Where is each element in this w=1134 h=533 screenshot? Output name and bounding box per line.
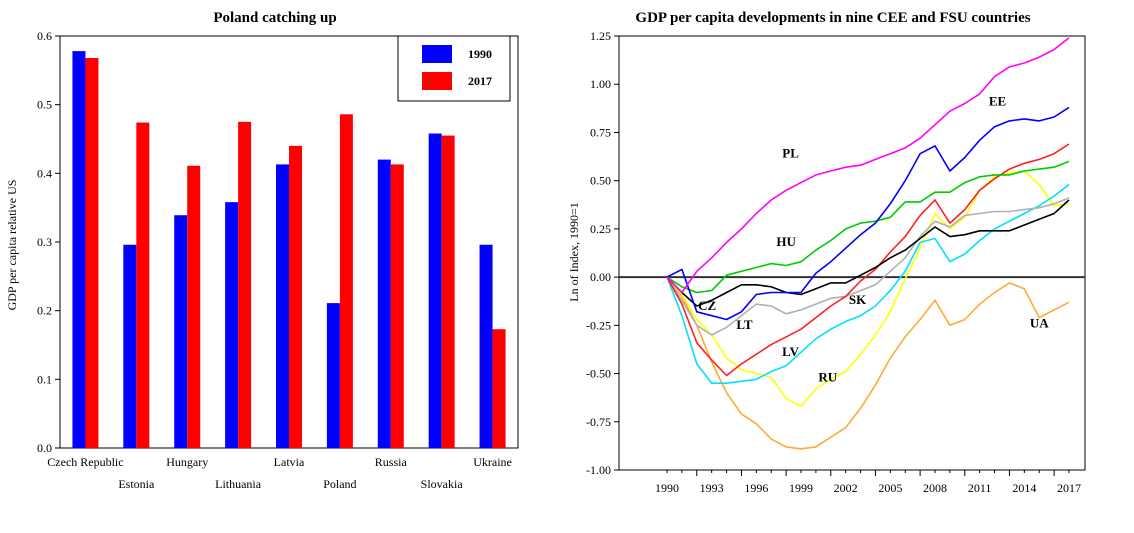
bar-1990-latvia bbox=[276, 164, 289, 448]
bar-2017-lithuania bbox=[238, 121, 252, 448]
line-chart-title: GDP per capita developments in nine CEE … bbox=[635, 10, 1030, 26]
series-line-ee bbox=[666, 106, 1070, 321]
bar-2017-russia bbox=[390, 164, 404, 448]
bar-chart-bars bbox=[72, 51, 506, 449]
bar-1990-poland bbox=[326, 303, 340, 448]
line-chart-x-tick-label: 2008 bbox=[923, 481, 947, 495]
legend-swatch-1990 bbox=[422, 45, 452, 63]
bar-chart-y-tick-label: 0.0 bbox=[37, 441, 52, 455]
line-chart-y-tick-label: -0.50 bbox=[586, 367, 611, 381]
bar-1990-ukraine bbox=[479, 244, 493, 448]
bar-chart-y-tick-label: 0.3 bbox=[37, 235, 52, 249]
bar-2017-latvia bbox=[289, 145, 302, 448]
series-line-sk bbox=[666, 197, 1070, 336]
bar-chart-y-tick-label: 0.6 bbox=[37, 29, 52, 43]
bar-2017-slovakia bbox=[441, 135, 455, 449]
bar-chart-y-axis-title: GDP per capita relative US bbox=[5, 180, 19, 311]
line-chart-axes: -1.00 -0.75 -0.50 -0.25 0.00 0.25 0.50 0.75 1.00… bbox=[586, 29, 1086, 495]
line-chart-y-tick-label: 0.50 bbox=[590, 174, 611, 188]
line-chart-x-tick-label: 2014 bbox=[1012, 481, 1036, 495]
series-label-pl: PL bbox=[782, 146, 799, 161]
bar-2017-hungary bbox=[187, 165, 201, 448]
line-chart-x-tick-label: 1996 bbox=[744, 481, 768, 495]
bar-2017-ukraine bbox=[492, 329, 506, 448]
line-chart-y-tick-label: -1.00 bbox=[586, 463, 611, 477]
bar-chart-x-tick-label: Slovakia bbox=[421, 477, 464, 491]
line-chart-y-tick-label: 1.25 bbox=[590, 29, 611, 43]
legend-swatch-2017 bbox=[422, 72, 452, 90]
bar-1990-estonia bbox=[123, 244, 137, 448]
series-label-ee: EE bbox=[989, 93, 1006, 108]
line-chart-x-tick-label: 2005 bbox=[878, 481, 902, 495]
bar-chart-y-tick-label: 0.5 bbox=[37, 98, 52, 112]
bar-chart-x-tick-label: Estonia bbox=[118, 477, 155, 491]
bar-2017-poland bbox=[339, 114, 353, 448]
series-line-ru bbox=[666, 170, 1070, 408]
bar-1990-hungary bbox=[174, 215, 188, 448]
legend-label-1990: 1990 bbox=[468, 47, 492, 61]
series-label-lt: LT bbox=[736, 317, 752, 332]
series-line-lv bbox=[666, 183, 1070, 385]
line-chart-x-tick-label: 2017 bbox=[1057, 481, 1081, 495]
line-chart-y-axis-title: Ln of Index, 1990=1 bbox=[567, 202, 581, 301]
line-chart-y-tick-label: 0.75 bbox=[590, 125, 611, 139]
bar-1990-slovakia bbox=[428, 133, 442, 449]
line-chart-plot-frame bbox=[618, 35, 1086, 471]
legend-label-2017: 2017 bbox=[468, 74, 492, 88]
bar-chart-legend-box bbox=[397, 35, 511, 102]
series-label-sk: SK bbox=[849, 292, 867, 307]
bar-chart-x-tick-label: Ukraine bbox=[473, 455, 512, 469]
line-chart-y-tick-label: 0.00 bbox=[590, 270, 611, 284]
bar-chart-title: Poland catching up bbox=[213, 10, 336, 26]
series-line-pl bbox=[666, 37, 1070, 294]
bar-1990-lithuania bbox=[225, 202, 239, 448]
series-label-hu: HU bbox=[776, 234, 796, 249]
bar-chart-x-tick-label: Hungary bbox=[166, 455, 208, 469]
bar-chart-y-tick-label: 0.1 bbox=[37, 372, 52, 386]
bar-chart: Poland catching up GDP per capita relati… bbox=[5, 10, 519, 491]
line-chart-series bbox=[666, 37, 1070, 450]
bar-chart-y-tick-label: 0.2 bbox=[37, 304, 52, 318]
line-chart-x-tick-label: 1990 bbox=[655, 481, 679, 495]
bar-2017-estonia bbox=[136, 122, 150, 449]
bar-chart-y-tick-label: 0.4 bbox=[37, 166, 52, 180]
bar-chart-x-tick-label: Russia bbox=[375, 455, 408, 469]
bar-2017-czech-republic bbox=[85, 57, 99, 449]
series-label-ua: UA bbox=[1030, 315, 1049, 330]
bar-chart-x-tick-label: Lithuania bbox=[215, 477, 262, 491]
series-line-cz bbox=[666, 199, 1070, 307]
line-chart-x-tick-label: 1993 bbox=[700, 481, 724, 495]
line-chart-y-tick-label: -0.75 bbox=[586, 415, 611, 429]
series-line-ua bbox=[666, 276, 1070, 450]
series-line-lt bbox=[666, 143, 1070, 377]
series-label-lv: LV bbox=[782, 344, 799, 359]
series-label-cz: CZ bbox=[698, 298, 716, 313]
line-chart-y-tick-label: -0.25 bbox=[586, 318, 611, 332]
bar-chart-x-tick-label: Czech Republic bbox=[47, 455, 123, 469]
bar-chart-axes: 0.0 0.1 0.2 0.3 0.4 0.5 0.6 Czech Republic Eston… bbox=[37, 29, 519, 491]
line-chart-x-tick-label: 2002 bbox=[834, 481, 858, 495]
line-chart-series-labels: PL EE HU CZ SK LT LV RU UA bbox=[698, 93, 1049, 384]
bar-1990-russia bbox=[377, 159, 391, 448]
bar-chart-x-tick-label: Latvia bbox=[274, 455, 305, 469]
series-line-hu bbox=[666, 160, 1070, 294]
bar-chart-legend: 1990 2017 bbox=[397, 35, 511, 102]
line-chart-y-tick-label: 0.25 bbox=[590, 222, 611, 236]
line-chart-x-tick-label: 1999 bbox=[789, 481, 813, 495]
series-label-ru: RU bbox=[818, 369, 837, 384]
line-chart-y-tick-label: 1.00 bbox=[590, 77, 611, 91]
line-chart-x-tick-label: 2011 bbox=[968, 481, 992, 495]
bar-1990-czech-republic bbox=[72, 51, 86, 449]
bar-chart-x-tick-label: Poland bbox=[323, 477, 356, 491]
line-chart: GDP per capita developments in nine CEE … bbox=[567, 10, 1086, 495]
